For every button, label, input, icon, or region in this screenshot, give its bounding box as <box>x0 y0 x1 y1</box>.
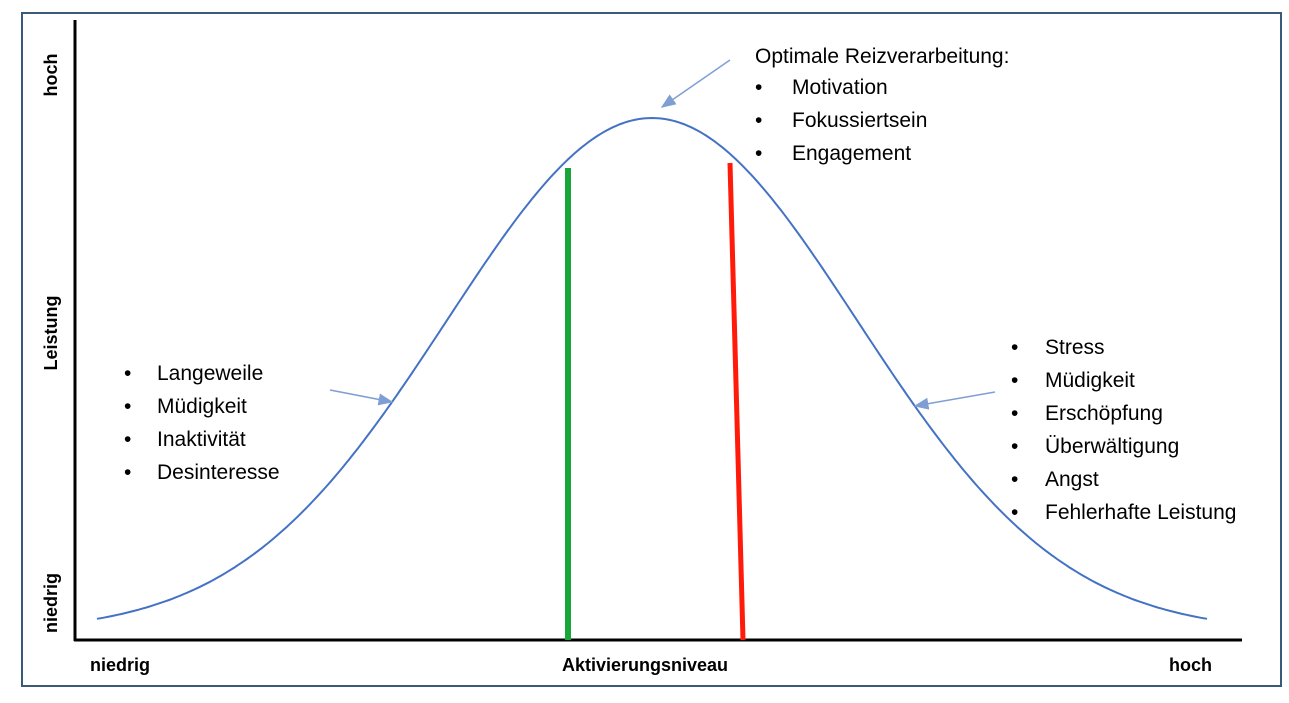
list-item: Langeweile <box>157 362 263 385</box>
bullet-icon: • <box>1011 402 1018 425</box>
list-item: Angst <box>1045 468 1099 491</box>
bullet-icon: • <box>1011 468 1018 491</box>
bullet-icon: • <box>755 142 762 165</box>
y-axis-title: Leistung <box>41 296 61 371</box>
bullet-icon: • <box>124 461 131 484</box>
x-axis-title: Aktivierungsniveau <box>562 655 728 675</box>
list-item: Stress <box>1045 336 1105 359</box>
list-item: Inaktivität <box>157 428 246 451</box>
optimal-upper-bound-line <box>727 162 746 641</box>
list-item: Motivation <box>792 76 888 99</box>
list-item: Fokussiertsein <box>792 109 927 132</box>
list-item: Fehlerhafte Leistung <box>1045 501 1236 524</box>
bullet-icon: • <box>124 428 131 451</box>
high-note-list: • Stress • Müdigkeit • Erschöpfung • Überwältig… <box>1011 336 1236 524</box>
x-low-label: niedrig <box>90 655 150 675</box>
bullet-icon: • <box>755 76 762 99</box>
peak-note-title: Optimale Reizverarbeitung: <box>755 45 1009 68</box>
list-item: Desinteresse <box>157 461 280 484</box>
bullet-icon: • <box>1011 369 1018 392</box>
performance-curve <box>96 116 1208 620</box>
bullet-icon: • <box>124 395 131 418</box>
list-item: Engagement <box>792 142 911 165</box>
peak-arrow <box>660 59 731 108</box>
bullet-icon: • <box>1011 501 1018 524</box>
frame <box>21 12 1282 687</box>
bullet-icon: • <box>755 109 762 132</box>
list-item: Müdigkeit <box>1045 369 1135 392</box>
y-low-label: niedrig <box>41 573 61 633</box>
list-item: Erschöpfung <box>1045 402 1163 425</box>
bullet-icon: • <box>1011 336 1018 359</box>
bullet-icon: • <box>124 362 131 385</box>
low-note-list: • Langeweile • Müdigkeit • Inaktivität • Desint… <box>124 362 280 484</box>
low-arrow <box>329 389 394 406</box>
y-high-label: hoch <box>41 54 61 97</box>
bullet-icon: • <box>1011 435 1018 458</box>
x-high-label: hoch <box>1169 655 1212 675</box>
high-arrow <box>913 391 996 410</box>
list-item: Überwältigung <box>1045 435 1179 458</box>
list-item: Müdigkeit <box>157 395 247 418</box>
peak-note-list: • Motivation • Fokussiertsein • Engagement <box>755 76 927 165</box>
